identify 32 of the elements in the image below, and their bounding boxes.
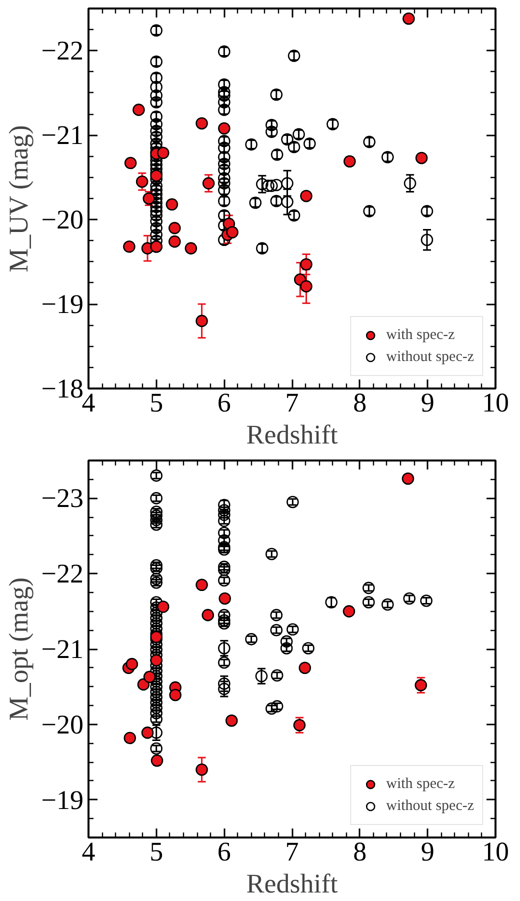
y-tick-label: −23 [41,483,84,514]
x-tick-label: 9 [420,388,434,418]
x-tick-label: 9 [420,836,434,866]
x-tick-label: 8 [353,836,367,866]
legend-label: without spec-z [386,798,474,814]
legend-label: with spec-z [386,776,455,792]
y-tick-label: −20 [41,709,84,740]
x-tick-label: 7 [285,388,299,418]
y-tick-label: −21 [41,120,84,150]
y-tick-label: −22 [41,36,84,66]
x-tick-label: 7 [285,836,299,866]
x-tick-label: 10 [482,836,509,866]
x-tick-label: 6 [217,388,231,418]
y-tick-label: −20 [41,204,84,235]
y-axis-title: M_opt (mag) [3,577,34,721]
x-tick-label: 5 [150,388,164,418]
legend-label: without spec-z [386,348,474,366]
y-tick-label: −19 [41,289,84,320]
x-tick-label: 10 [482,388,509,418]
x-tick-label: 4 [82,836,96,866]
y-axis-title: M_UV (mag) [3,125,34,272]
y-tick-label: −19 [41,784,84,815]
x-axis-title: Redshift [246,420,338,450]
y-tick-label: −22 [41,558,84,589]
y-tick-label: −18 [41,374,84,404]
x-tick-label: 8 [353,388,367,418]
x-tick-label: 4 [82,388,96,418]
x-tick-label: 6 [217,836,231,866]
x-tick-label: 5 [150,836,164,866]
x-axis-title: Redshift [246,868,338,898]
legend-label: with spec-z [386,326,455,344]
y-tick-label: −21 [41,634,84,664]
